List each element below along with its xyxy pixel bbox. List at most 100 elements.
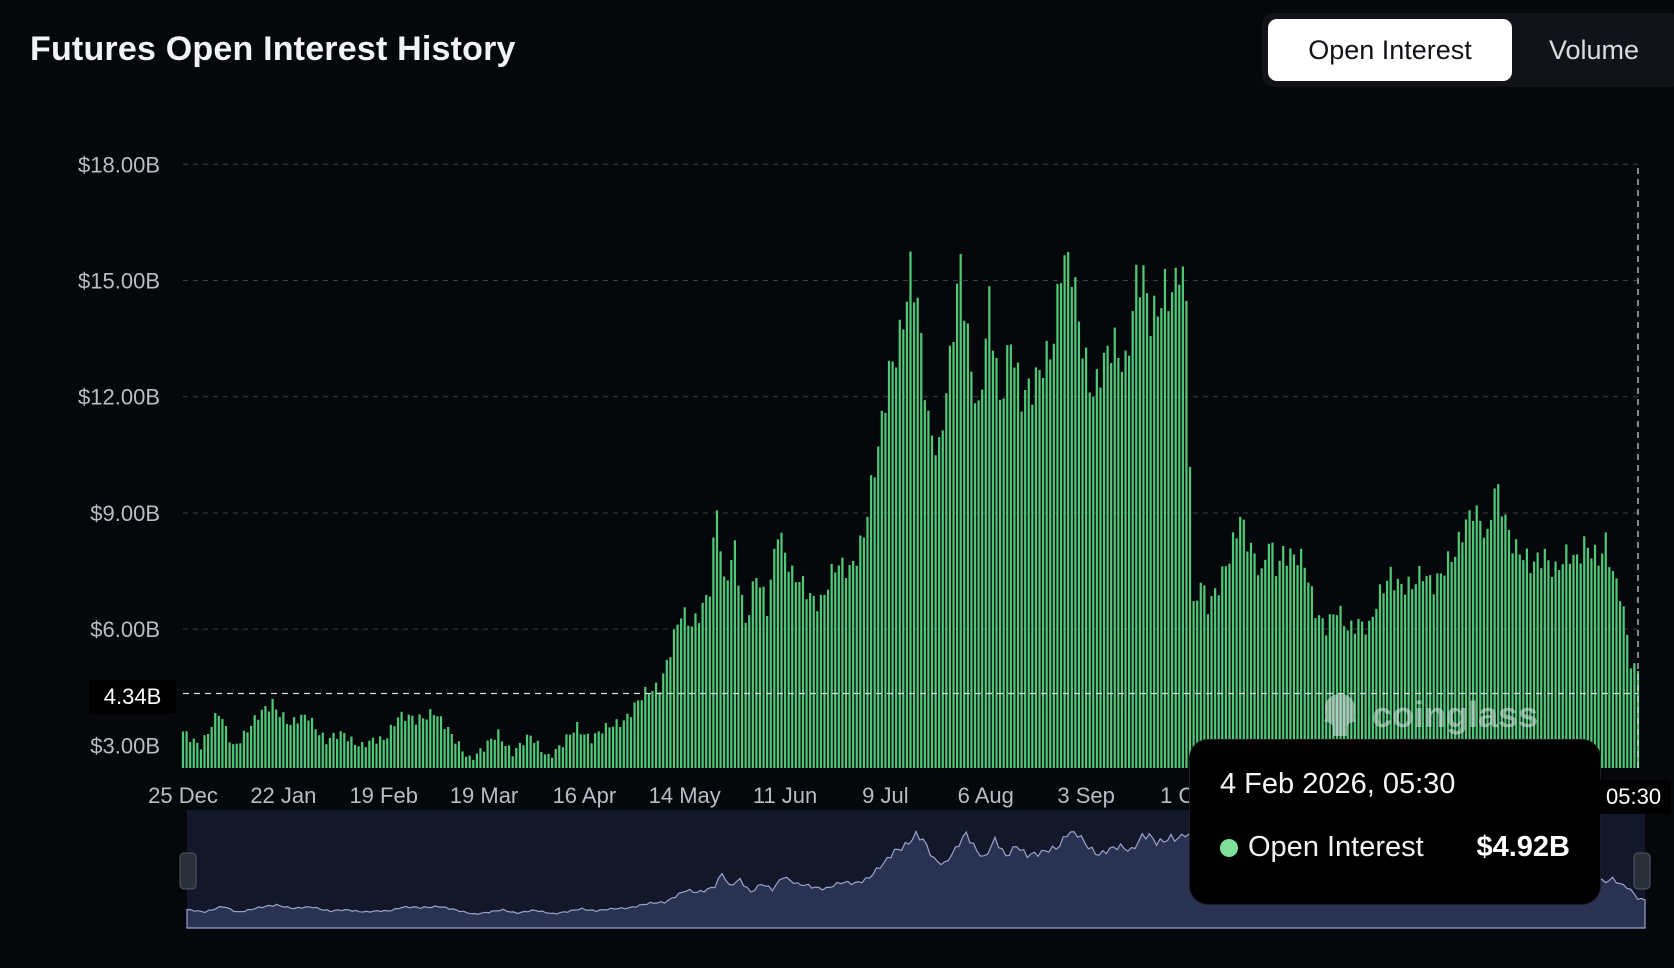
oi-bar [447, 727, 450, 768]
x-tick-label: 19 Feb [349, 783, 418, 808]
oi-bar [1199, 582, 1202, 768]
oi-bar [1131, 311, 1134, 768]
volume-tab[interactable]: Volume [1548, 34, 1640, 65]
oi-bar [991, 350, 995, 768]
oi-bar [357, 746, 360, 768]
oi-bar [1002, 398, 1005, 768]
oi-bar [665, 659, 668, 768]
oi-bar [1536, 552, 1539, 768]
oi-bar [1396, 578, 1400, 768]
oi-bar [672, 629, 676, 768]
oi-bar [1210, 596, 1213, 768]
oi-bar [637, 700, 640, 768]
oi-bar [694, 613, 697, 768]
oi-bar [1601, 553, 1604, 768]
oi-bar [1529, 573, 1532, 768]
oi-bar [930, 435, 934, 768]
oi-bar [998, 399, 1002, 768]
oi-bar [461, 751, 464, 768]
oi-bar [1436, 573, 1439, 768]
oi-bar [522, 745, 525, 768]
oi-bar [1185, 300, 1188, 768]
oi-bar [1550, 576, 1554, 768]
oi-bar [916, 297, 919, 768]
oi-bar [676, 624, 679, 768]
oi-bar [1400, 583, 1403, 768]
oi-bar [1156, 316, 1159, 768]
oi-bar [769, 579, 772, 768]
oi-bar [192, 738, 195, 768]
oi-bar [651, 691, 654, 768]
oi-bar [1013, 367, 1016, 768]
oi-bar [1296, 565, 1299, 768]
oi-bar [1615, 578, 1618, 768]
oi-bar [1633, 663, 1636, 768]
oi-bar [1099, 387, 1102, 768]
oi-bar [1246, 551, 1249, 768]
oi-bar [1618, 601, 1622, 768]
oi-bar [805, 599, 808, 768]
oi-bar [475, 753, 478, 768]
oi-bar [1038, 370, 1041, 768]
oi-bar [611, 726, 615, 768]
oi-bar [1450, 561, 1453, 768]
oi-bar [443, 729, 446, 768]
open-interest-tab[interactable]: Open Interest [1268, 19, 1512, 81]
oi-bar [1321, 618, 1324, 768]
oi-bar [909, 251, 912, 768]
x-tick-label: 14 May [649, 783, 721, 808]
oi-bar [407, 714, 410, 768]
oi-bar [536, 740, 539, 768]
oi-bar [292, 717, 296, 768]
oi-bar [547, 753, 550, 768]
oi-bar [855, 565, 858, 768]
oi-bar [1611, 570, 1615, 768]
oi-bar [1031, 404, 1034, 768]
oi-bar [1357, 618, 1360, 768]
oi-bar [221, 719, 224, 768]
oi-bar [1242, 519, 1245, 768]
oi-bar [1074, 277, 1077, 768]
oi-bar [1504, 514, 1507, 768]
x-tick-label: 25 Dec [148, 783, 218, 808]
oi-bar [1565, 544, 1568, 768]
oi-bar [647, 693, 650, 768]
oi-bar [1020, 411, 1023, 768]
oi-bar [1024, 389, 1027, 768]
oi-bar [816, 611, 819, 768]
oi-bar [264, 706, 267, 768]
crosshair-x-label: 05:30 [1594, 780, 1672, 814]
oi-bar [343, 733, 346, 768]
oi-bar [386, 738, 389, 768]
x-tick-label: 16 Apr [553, 783, 617, 808]
oi-bar [640, 700, 643, 768]
oi-bar [604, 722, 607, 768]
x-tick-label: 11 Jun [753, 783, 817, 808]
bar-series [181, 251, 1640, 769]
oi-bar [1070, 286, 1073, 768]
oi-bar [275, 709, 278, 768]
oi-bar [454, 743, 457, 768]
oi-bar [558, 745, 561, 768]
oi-bar [973, 403, 977, 768]
oi-bar [819, 594, 823, 768]
oi-bar [1317, 615, 1321, 768]
oi-bar [715, 510, 719, 768]
oi-bar [396, 717, 400, 768]
oi-bar [1041, 377, 1045, 768]
oi-bar [773, 548, 776, 768]
oi-bar [307, 720, 310, 768]
oi-bar [353, 744, 357, 768]
oi-bar [1149, 336, 1152, 768]
navigator-handle-left [179, 852, 197, 890]
oi-bar [1414, 584, 1417, 768]
oi-bar [1285, 565, 1288, 768]
oi-bar [325, 744, 328, 768]
oi-bar [1511, 553, 1514, 768]
oi-bar [1482, 537, 1486, 768]
oi-bar [644, 686, 647, 768]
oi-bar [1353, 633, 1356, 768]
oi-bar [1439, 573, 1443, 768]
tooltip-value: $4.92B [1476, 831, 1570, 863]
oi-bar [203, 735, 206, 768]
